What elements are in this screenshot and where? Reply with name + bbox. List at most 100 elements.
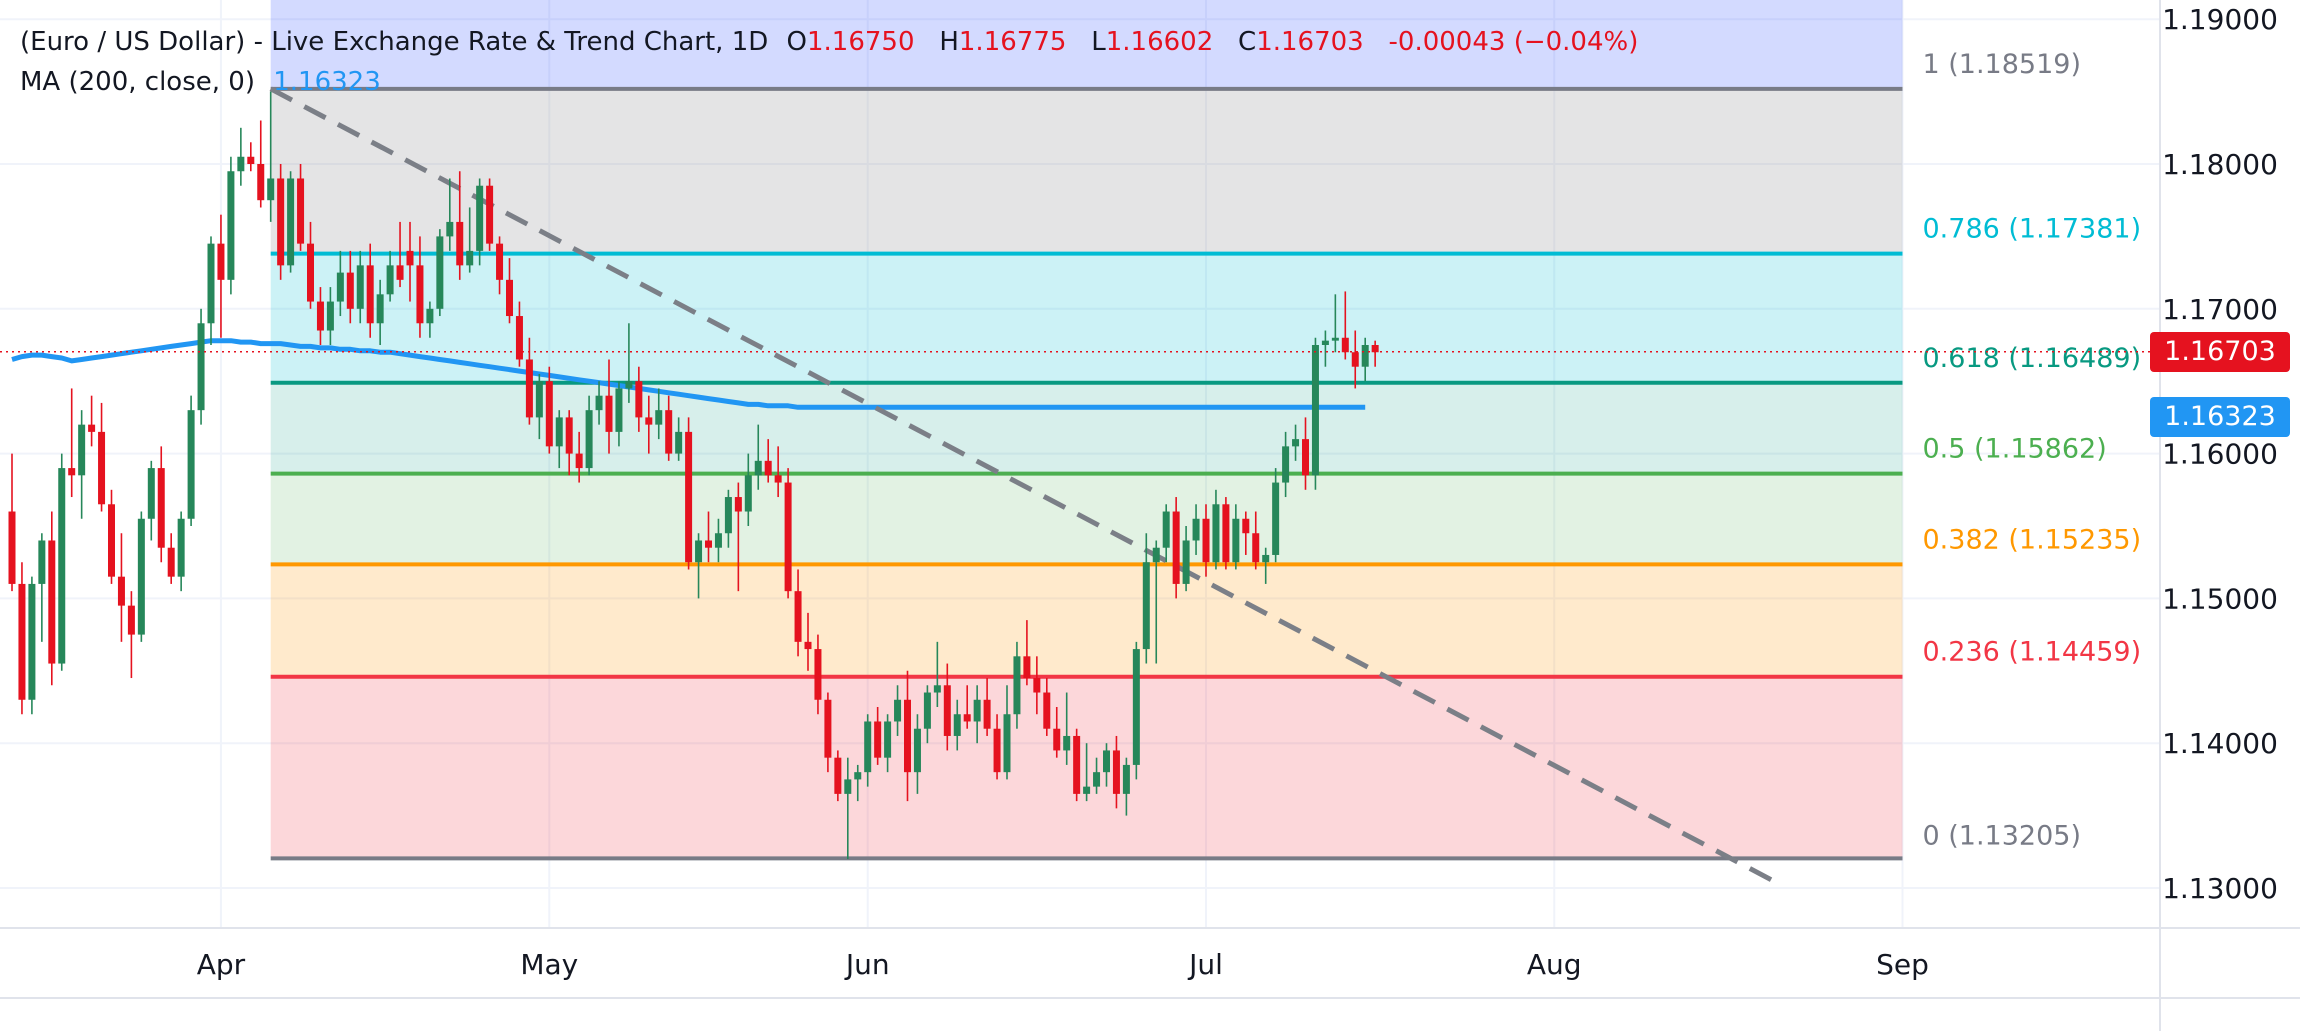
candle-body: [456, 221, 464, 266]
candles: [8, 91, 1379, 860]
candle: [207, 236, 215, 345]
candle: [1122, 757, 1130, 816]
candle-body: [884, 721, 892, 758]
candle-body: [834, 757, 842, 794]
candle-body: [366, 265, 374, 324]
candle-body: [1361, 345, 1369, 367]
candle-body: [416, 265, 424, 324]
candle-body: [157, 468, 165, 548]
candle-body: [1341, 337, 1349, 353]
candle: [1083, 743, 1091, 802]
candle: [1242, 511, 1250, 555]
candle: [436, 229, 444, 317]
chart-legend: (Euro / US Dollar) - Live Exchange Rate …: [20, 22, 1638, 102]
legend-row-main: (Euro / US Dollar) - Live Exchange Rate …: [20, 22, 1638, 62]
candle-body: [1122, 764, 1130, 794]
candle-body: [68, 468, 76, 476]
candle: [1053, 707, 1061, 758]
candle-body: [923, 692, 931, 729]
candle-body: [376, 294, 384, 324]
candle-body: [565, 417, 573, 454]
open-key: O: [786, 27, 807, 57]
fib-level-label: 0.618 (1.16489): [1923, 343, 2142, 374]
candle: [645, 395, 653, 454]
candle-body: [237, 156, 245, 172]
candle: [774, 446, 782, 498]
x-tick-label: Sep: [1876, 948, 1929, 981]
candle-body: [137, 518, 145, 635]
candle: [8, 453, 16, 592]
fib-level-label: 0.5 (1.15862): [1923, 434, 2107, 465]
candle-body: [1192, 518, 1200, 541]
candle-body: [1252, 533, 1260, 563]
legend-row-ma: MA (200, close, 0) 1.16323: [20, 62, 1638, 102]
candle-body: [147, 468, 155, 519]
candle: [58, 453, 66, 671]
candle: [1262, 547, 1270, 584]
low-value: 1.16602: [1105, 27, 1214, 57]
candle: [1361, 337, 1369, 382]
candle: [515, 301, 523, 367]
candle-body: [744, 475, 752, 512]
candle-body: [1212, 504, 1220, 563]
chart-title: (Euro / US Dollar) - Live Exchange Rate …: [20, 27, 769, 57]
fib-level-label: 0 (1.13205): [1923, 820, 2081, 851]
candle-body: [1282, 446, 1290, 483]
candle: [1112, 735, 1120, 809]
candle-body: [655, 410, 663, 425]
candle: [844, 757, 852, 860]
candle: [784, 468, 792, 599]
candle: [545, 366, 553, 454]
candle: [1331, 294, 1339, 353]
fib-level-label: 0.236 (1.14459): [1923, 637, 2142, 668]
candle: [575, 431, 583, 483]
candle: [38, 533, 46, 642]
candle: [217, 214, 225, 338]
candle-body: [993, 728, 1001, 773]
x-tick-label: Apr: [197, 948, 246, 981]
candle: [1013, 641, 1021, 729]
candle: [1172, 497, 1180, 599]
candle-body: [1272, 482, 1280, 555]
candle: [18, 562, 26, 715]
candle: [426, 301, 434, 338]
candle: [1063, 692, 1071, 765]
candle: [565, 410, 573, 476]
y-tick-label: 1.19000: [2162, 3, 2278, 36]
candle: [1202, 504, 1210, 577]
candle-body: [714, 533, 722, 548]
y-tick-label: 1.17000: [2162, 293, 2278, 326]
candle-body: [894, 699, 902, 722]
candle: [585, 395, 593, 476]
candle: [28, 576, 36, 715]
candle: [705, 511, 712, 563]
candle: [1093, 757, 1101, 794]
candle: [157, 446, 165, 563]
candle: [187, 395, 195, 526]
candle-body: [1202, 518, 1210, 563]
candle: [854, 764, 862, 802]
candle: [864, 714, 872, 787]
candle-body: [346, 272, 354, 309]
candle-body: [1302, 439, 1309, 476]
close-value: 1.16703: [1256, 27, 1364, 57]
candle-body: [78, 424, 86, 476]
candle-body: [1013, 656, 1021, 715]
candle-body: [127, 605, 135, 635]
candle-body: [1311, 345, 1319, 476]
candle-body: [1083, 786, 1091, 794]
candle-body: [1242, 518, 1250, 534]
ma-200: [11, 338, 1366, 410]
candle-body: [1371, 345, 1379, 353]
candle-body: [227, 171, 235, 280]
candle-body: [525, 359, 533, 418]
candle-body: [1182, 540, 1190, 584]
candle-body: [724, 497, 732, 534]
fib-level-label: 0.786 (1.17381): [1923, 214, 2142, 245]
candle: [1252, 511, 1260, 570]
fib-fill-band: [270, 564, 1903, 677]
candle-body: [1003, 714, 1011, 773]
candle-body: [874, 721, 882, 758]
